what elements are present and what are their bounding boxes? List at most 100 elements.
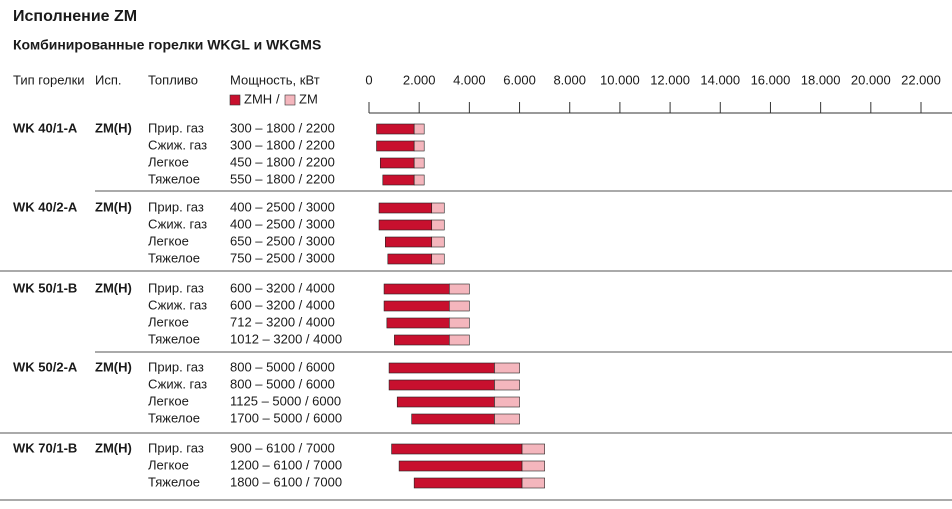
bar-zmh <box>396 396 495 408</box>
power: 750 – 2500 / 3000 <box>230 250 335 265</box>
fuel: Прир. газ <box>148 280 204 295</box>
bar-zm <box>431 202 445 214</box>
power: 400 – 2500 / 3000 <box>230 216 335 231</box>
bar-zmh <box>379 157 415 169</box>
bar-zmh <box>413 477 523 489</box>
bar-zmh <box>398 460 523 472</box>
bar-zmh <box>382 174 415 186</box>
bar-zm <box>413 123 425 135</box>
fuel: Сжиж. газ <box>148 297 207 312</box>
column-header: Тип горелки <box>13 72 85 87</box>
bar-zm <box>494 362 520 374</box>
model: WK 70/1-B <box>13 440 77 455</box>
bar-zmh <box>383 283 450 295</box>
bar-zm <box>431 219 445 231</box>
version: ZM(H) <box>95 440 132 455</box>
x-tick-label: 16.000 <box>751 72 791 87</box>
bar-zm <box>448 334 470 346</box>
fuel: Сжиж. газ <box>148 216 207 231</box>
model: WK 50/2-A <box>13 359 78 374</box>
x-tick-label: 4.000 <box>453 72 486 87</box>
power: 1125 – 5000 / 6000 <box>230 393 341 408</box>
bar-zm <box>448 300 470 312</box>
column-header: Исп. <box>95 72 122 87</box>
power: 1200 – 6100 / 7000 <box>230 457 342 472</box>
power: 650 – 2500 / 3000 <box>230 233 335 248</box>
bar-zmh <box>385 236 433 248</box>
fuel: Прир. газ <box>148 120 204 135</box>
bar-zm <box>494 379 520 391</box>
power: 1700 – 5000 / 6000 <box>230 410 342 425</box>
bar-zmh <box>376 123 415 135</box>
bar-zmh <box>376 140 415 152</box>
version: ZM(H) <box>95 199 132 214</box>
version: ZM(H) <box>95 280 132 295</box>
column-header: Мощность, кВт <box>230 72 320 87</box>
bar-zm <box>413 140 425 152</box>
legend-separator: / <box>276 91 280 106</box>
x-tick-label: 6.000 <box>503 72 536 87</box>
model: WK 40/2-A <box>13 199 78 214</box>
bar-zmh <box>383 300 450 312</box>
fuel: Прир. газ <box>148 199 204 214</box>
legend-label: ZM <box>299 91 318 106</box>
model: WK 50/1-B <box>13 280 77 295</box>
version: ZM(H) <box>95 120 132 135</box>
power: 400 – 2500 / 3000 <box>230 199 335 214</box>
power: 600 – 3200 / 4000 <box>230 280 335 295</box>
x-tick-label: 20.000 <box>851 72 891 87</box>
fuel: Легкое <box>148 393 189 408</box>
bar-zmh <box>388 362 495 374</box>
fuel: Тяжелое <box>148 474 200 489</box>
fuel: Легкое <box>148 154 189 169</box>
power: 800 – 5000 / 6000 <box>230 359 335 374</box>
power: 600 – 3200 / 4000 <box>230 297 335 312</box>
bar-zm <box>448 317 470 329</box>
bar-zm <box>494 396 520 408</box>
bar-zm <box>431 236 445 248</box>
bar-zmh <box>388 379 495 391</box>
power: 900 – 6100 / 7000 <box>230 440 335 455</box>
fuel: Тяжелое <box>148 410 200 425</box>
bar-zmh <box>378 202 433 214</box>
fuel: Прир. газ <box>148 440 204 455</box>
bar-zm <box>521 477 545 489</box>
x-tick-label: 12.000 <box>650 72 690 87</box>
model: WK 40/1-A <box>13 120 78 135</box>
bar-zmh <box>387 253 433 265</box>
bar-zmh <box>394 334 450 346</box>
version: ZM(H) <box>95 359 132 374</box>
bar-zmh <box>386 317 450 329</box>
x-tick-label: 14.000 <box>700 72 740 87</box>
bar-zm <box>521 443 545 455</box>
fuel: Сжиж. газ <box>148 376 207 391</box>
power: 800 – 5000 / 6000 <box>230 376 335 391</box>
bar-zmh <box>411 413 495 425</box>
power: 300 – 1800 / 2200 <box>230 137 335 152</box>
power: 1012 – 3200 / 4000 <box>230 331 342 346</box>
fuel: Легкое <box>148 457 189 472</box>
fuel: Тяжелое <box>148 331 200 346</box>
fuel: Прир. газ <box>148 359 204 374</box>
x-tick-label: 0 <box>365 72 372 87</box>
legend-swatch <box>284 94 296 106</box>
x-tick-label: 8.000 <box>553 72 586 87</box>
bar-zm <box>448 283 470 295</box>
bar-zm <box>413 174 425 186</box>
power: 550 – 1800 / 2200 <box>230 171 335 186</box>
power: 712 – 3200 / 4000 <box>230 314 335 329</box>
bar-zmh <box>378 219 433 231</box>
fuel: Сжиж. газ <box>148 137 207 152</box>
bar-zm <box>494 413 520 425</box>
power: 1800 – 6100 / 7000 <box>230 474 342 489</box>
chart-subtitle: Комбинированные горелки WKGL и WKGMS <box>13 37 321 53</box>
x-tick-label: 18.000 <box>801 72 841 87</box>
x-tick-label: 2.000 <box>403 72 436 87</box>
column-header: Топливо <box>148 72 198 87</box>
fuel: Тяжелое <box>148 171 200 186</box>
chart-title: Исполнение ZM <box>13 8 137 25</box>
x-tick-label: 22.000 <box>901 72 941 87</box>
bar-zm <box>413 157 425 169</box>
power: 450 – 1800 / 2200 <box>230 154 335 169</box>
